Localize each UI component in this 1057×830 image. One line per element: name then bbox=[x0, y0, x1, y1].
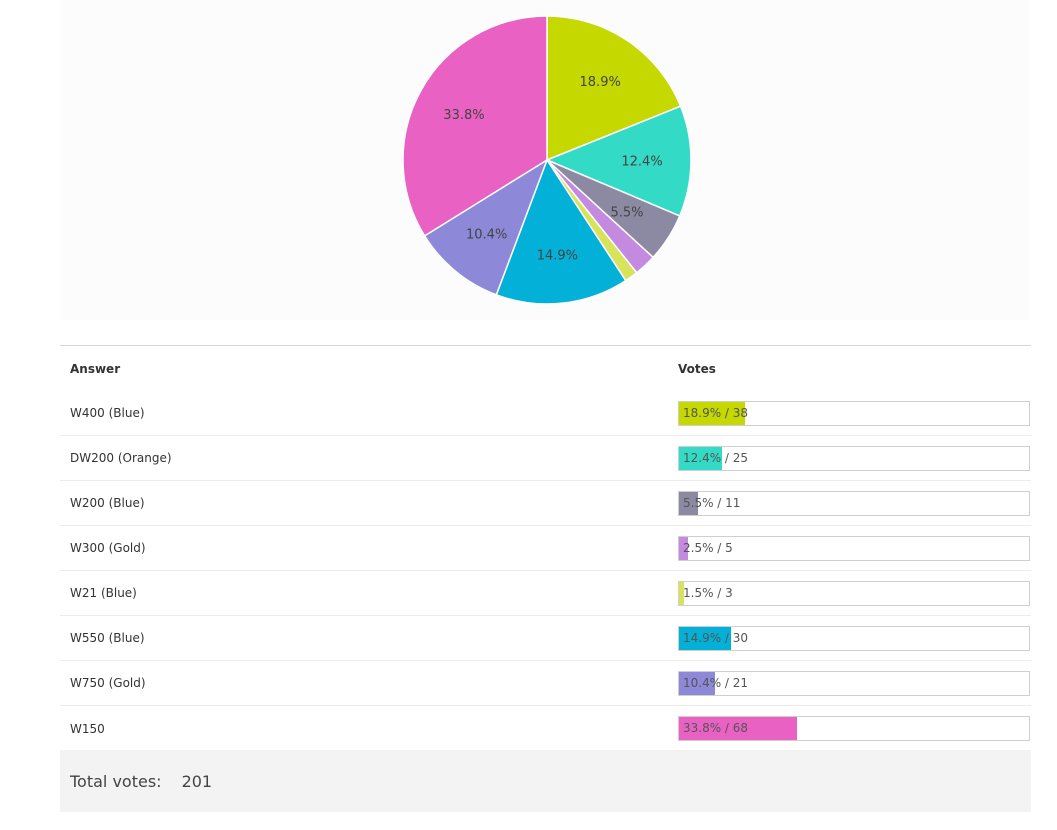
table-row: W300 (Gold) 2.5% / 5 bbox=[60, 526, 1031, 571]
table-row: W200 (Blue) 5.5% / 11 bbox=[60, 481, 1031, 526]
votes-cell: 33.8% / 68 bbox=[678, 716, 1031, 741]
answer-label: W750 (Gold) bbox=[70, 676, 146, 690]
total-votes: Total votes: 201 bbox=[60, 750, 1031, 812]
pie-slice-label: 33.8% bbox=[443, 108, 484, 123]
divider bbox=[60, 345, 1031, 346]
vote-bar-track: 1.5% / 3 bbox=[678, 580, 1030, 606]
table-row: W150 33.8% / 68 bbox=[60, 706, 1031, 751]
votes-cell: 5.5% / 11 bbox=[678, 490, 1031, 516]
vote-bar-track: 14.9% / 30 bbox=[678, 625, 1030, 651]
vote-bar-label: 12.4% / 25 bbox=[683, 450, 749, 465]
pie-chart: 18.9% 12.4% 5.5% 14.9% 10.4% 33.8% bbox=[402, 15, 692, 305]
answer-label: W21 (Blue) bbox=[70, 586, 137, 600]
table-rows: W400 (Blue) 18.9% / 38 DW200 (Orange) 12.4%… bbox=[60, 391, 1031, 751]
vote-bar-label: 14.9% / 30 bbox=[683, 630, 749, 645]
pie-slice-label: 12.4% bbox=[621, 155, 662, 170]
votes-cell: 10.4% / 21 bbox=[678, 670, 1031, 696]
vote-bar-fill bbox=[679, 671, 716, 695]
results-table: Answer Votes W400 (Blue) 18.9% / 38 DW200 … bbox=[60, 346, 1031, 751]
vote-bar-label: 5.5% / 11 bbox=[683, 495, 741, 510]
answer-label: W300 (Gold) bbox=[70, 541, 146, 555]
total-votes-label: Total votes: bbox=[70, 771, 162, 791]
vote-bar-label: 10.4% / 21 bbox=[683, 675, 749, 690]
pie-slice bbox=[402, 15, 548, 237]
votes-cell: 14.9% / 30 bbox=[678, 625, 1031, 651]
answer-label: W400 (Blue) bbox=[70, 406, 145, 420]
votes-cell: 12.4% / 25 bbox=[678, 445, 1031, 471]
vote-bar-track: 5.5% / 11 bbox=[678, 490, 1030, 516]
table-row: W550 (Blue) 14.9% / 30 bbox=[60, 616, 1031, 661]
table-row: W750 (Gold) 10.4% / 21 bbox=[60, 661, 1031, 706]
vote-bar-track: 10.4% / 21 bbox=[678, 670, 1030, 696]
pie-slice-label: 5.5% bbox=[610, 205, 643, 220]
vote-bar-track: 33.8% / 68 bbox=[678, 716, 1030, 741]
pie-slice bbox=[546, 15, 682, 162]
pie-slice-label: 18.9% bbox=[580, 75, 621, 90]
pie-slice-label: 14.9% bbox=[537, 248, 578, 263]
votes-cell: 1.5% / 3 bbox=[678, 580, 1031, 606]
vote-bar-fill bbox=[679, 536, 688, 560]
header-votes: Votes bbox=[678, 361, 716, 376]
pie-slice bbox=[423, 158, 549, 296]
vote-bar-track: 2.5% / 5 bbox=[678, 535, 1030, 561]
pie-slice bbox=[495, 158, 627, 305]
vote-bar-track: 12.4% / 25 bbox=[678, 445, 1030, 471]
vote-bar-fill bbox=[679, 491, 699, 515]
table-row: DW200 (Orange) 12.4% / 25 bbox=[60, 436, 1031, 481]
vote-bar-label: 33.8% / 68 bbox=[683, 721, 749, 735]
table-row: W400 (Blue) 18.9% / 38 bbox=[60, 391, 1031, 436]
answer-label: DW200 (Orange) bbox=[70, 451, 172, 465]
pie-slice bbox=[545, 105, 692, 217]
vote-bar-fill bbox=[679, 446, 723, 470]
vote-bar-fill bbox=[679, 401, 746, 425]
vote-bar-label: 2.5% / 5 bbox=[683, 540, 733, 555]
table-header: Answer Votes bbox=[60, 346, 1031, 391]
vote-bar-fill bbox=[679, 626, 732, 650]
table-row: W21 (Blue) 1.5% / 3 bbox=[60, 571, 1031, 616]
answer-label: W150 bbox=[70, 721, 105, 736]
vote-bar-label: 18.9% / 38 bbox=[683, 405, 749, 420]
pie-slice-label: 10.4% bbox=[466, 227, 507, 242]
vote-bar-label: 1.5% / 3 bbox=[683, 585, 733, 600]
pie-chart-panel: 18.9% 12.4% 5.5% 14.9% 10.4% 33.8% bbox=[60, 0, 1030, 320]
header-answer: Answer bbox=[70, 361, 121, 376]
vote-bar-track: 18.9% / 38 bbox=[678, 400, 1030, 426]
votes-cell: 2.5% / 5 bbox=[678, 535, 1031, 561]
answer-label: W200 (Blue) bbox=[70, 496, 145, 510]
total-votes-value: 201 bbox=[181, 771, 213, 791]
answer-label: W550 (Blue) bbox=[70, 631, 145, 645]
vote-bar-fill bbox=[679, 717, 798, 740]
votes-cell: 18.9% / 38 bbox=[678, 400, 1031, 426]
vote-bar-fill bbox=[679, 581, 685, 605]
